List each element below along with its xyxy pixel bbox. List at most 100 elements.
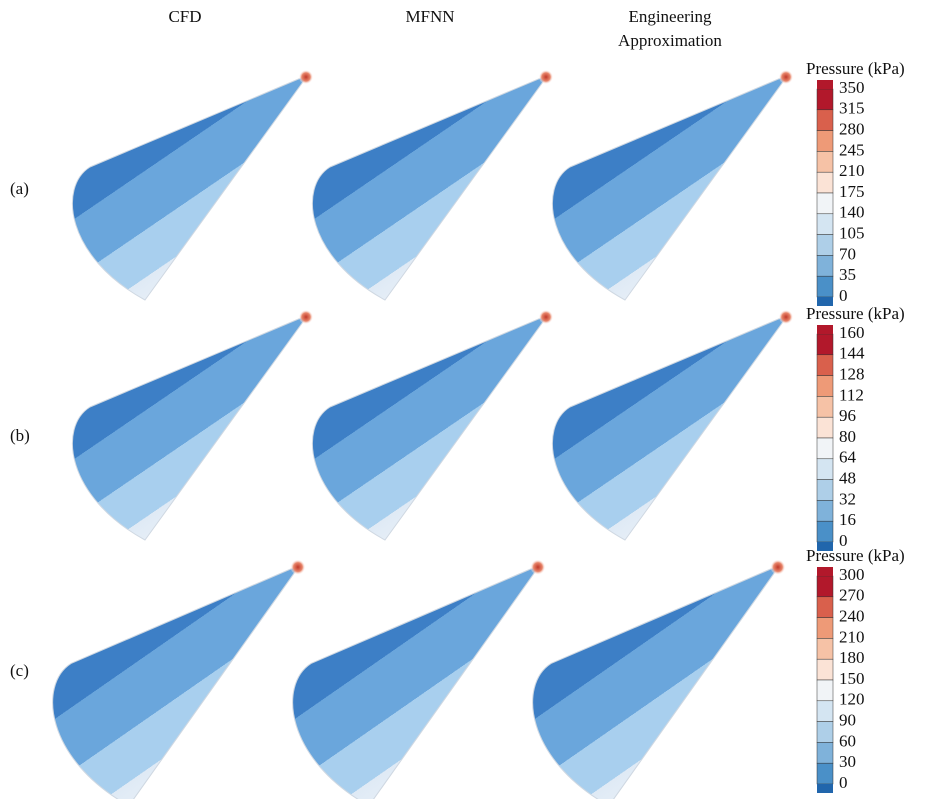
colorbar-segment	[817, 680, 833, 701]
column-header: MFNN	[405, 7, 454, 26]
stagnation-point	[299, 70, 313, 84]
colorbar-tick-label: 30	[839, 752, 856, 771]
colorbar-segment	[817, 618, 833, 639]
colorbar-tick-label: 48	[839, 469, 856, 488]
cone-surface	[293, 565, 540, 799]
colorbar-segment	[817, 638, 833, 659]
column-header: CFD	[168, 7, 201, 26]
cone-plot	[53, 560, 306, 799]
colorbar-segment	[817, 396, 833, 417]
colorbar-tick-label: 35	[839, 265, 856, 284]
colorbar-title: Pressure (kPa)	[806, 304, 905, 323]
colorbar-segment	[817, 784, 833, 793]
stagnation-point	[539, 70, 553, 84]
cone-plot	[312, 310, 553, 540]
colorbar-segment	[817, 131, 833, 152]
colorbar-tick-label: 140	[839, 203, 865, 222]
colorbar-segment	[817, 110, 833, 131]
colorbar-segment	[817, 701, 833, 722]
colorbar-segment	[817, 742, 833, 763]
stagnation-point	[779, 310, 793, 324]
cone-surface	[533, 565, 780, 799]
cone-plot	[533, 560, 786, 799]
stagnation-point	[299, 310, 313, 324]
colorbar-segment	[817, 235, 833, 256]
cone-surface	[53, 565, 300, 799]
colorbar-segment	[817, 255, 833, 276]
stagnation-point	[779, 70, 793, 84]
column-header: Approximation	[618, 31, 722, 50]
cone-plot	[552, 310, 793, 540]
colorbar-segment	[817, 521, 833, 542]
colorbar-tick-label: 96	[839, 406, 856, 425]
colorbar-tick-label: 70	[839, 244, 856, 263]
colorbar-segment	[817, 193, 833, 214]
colorbar-tick-label: 270	[839, 586, 865, 605]
figure: CFD MFNN Engineering Approximation (a) (b) (c)…	[0, 0, 939, 799]
cone-surface	[552, 315, 788, 540]
cone-plot	[293, 560, 546, 799]
colorbar-tick-label: 300	[839, 565, 865, 584]
colorbar-segment	[817, 214, 833, 235]
cone-surface	[72, 315, 308, 540]
cone-surface	[312, 315, 548, 540]
colorbar-segment	[817, 459, 833, 480]
colorbar-segment	[817, 80, 833, 89]
colorbar-segment	[817, 276, 833, 297]
colorbar-title: Pressure (kPa)	[806, 59, 905, 78]
colorbar-segment	[817, 89, 833, 110]
colorbar-tick-label: 32	[839, 489, 856, 508]
colorbar-segment	[817, 151, 833, 172]
colorbar-tick-label: 0	[839, 286, 848, 305]
colorbar-tick-label: 210	[839, 161, 865, 180]
colorbar-segment	[817, 417, 833, 438]
colorbar-tick-label: 144	[839, 344, 865, 363]
colorbar-segment	[817, 567, 833, 576]
colorbar-tick-label: 112	[839, 385, 864, 404]
cone-plot	[72, 70, 313, 300]
colorbar-tick-label: 105	[839, 224, 865, 243]
colorbar-segment	[817, 722, 833, 743]
row-label: (b)	[10, 426, 30, 445]
colorbar-tick-label: 210	[839, 627, 865, 646]
row-label: (a)	[10, 179, 29, 198]
colorbar-segment	[817, 659, 833, 680]
colorbar-tick-label: 120	[839, 690, 865, 709]
colorbar-segment	[817, 438, 833, 459]
colorbar-tick-label: 245	[839, 140, 865, 159]
row-label: (c)	[10, 661, 29, 680]
stagnation-point	[531, 560, 546, 575]
colorbar-tick-label: 80	[839, 427, 856, 446]
colorbar-segment	[817, 763, 833, 784]
colorbar-segment	[817, 576, 833, 597]
page: CFD MFNN Engineering Approximation (a) (b) (c)…	[0, 0, 939, 799]
colorbar-tick-label: 90	[839, 711, 856, 730]
colorbar-title: Pressure (kPa)	[806, 546, 905, 565]
cone-plot	[552, 70, 793, 300]
colorbar-segment	[817, 500, 833, 521]
colorbar-tick-label: 0	[839, 773, 848, 792]
stagnation-point	[771, 560, 786, 575]
colorbar-tick-label: 240	[839, 607, 865, 626]
colorbar-segment	[817, 172, 833, 193]
colorbar-segment	[817, 376, 833, 397]
colorbar-tick-label: 64	[839, 448, 857, 467]
stagnation-point	[291, 560, 306, 575]
colorbar-segment	[817, 334, 833, 355]
colorbar-segment	[817, 597, 833, 618]
colorbar-tick-label: 175	[839, 182, 865, 201]
cone-surface	[312, 75, 548, 300]
cone-surface	[552, 75, 788, 300]
colorbar-segment	[817, 355, 833, 376]
column-header: Engineering	[628, 7, 712, 26]
cone-surface	[72, 75, 308, 300]
colorbar-segment	[817, 325, 833, 334]
stagnation-point	[539, 310, 553, 324]
colorbar-tick-label: 280	[839, 120, 865, 139]
colorbar-tick-label: 150	[839, 669, 865, 688]
cone-plot	[312, 70, 553, 300]
colorbar-tick-label: 60	[839, 731, 856, 750]
colorbar-tick-label: 160	[839, 323, 865, 342]
colorbar-tick-label: 16	[839, 510, 856, 529]
colorbar-tick-label: 128	[839, 365, 865, 384]
